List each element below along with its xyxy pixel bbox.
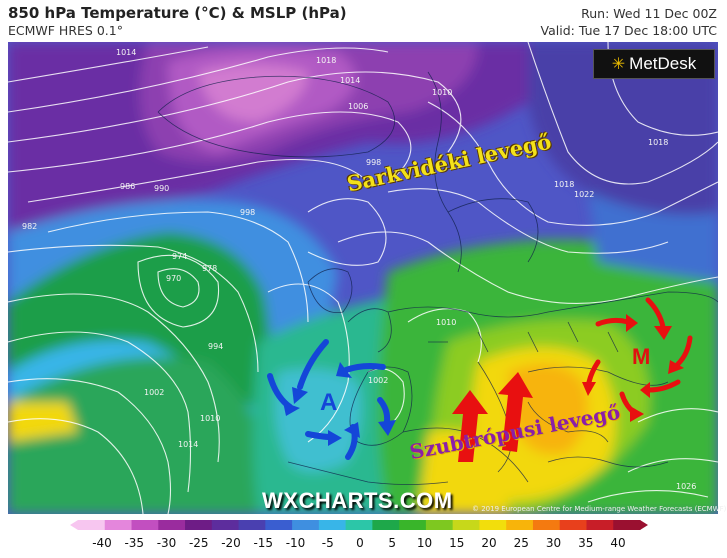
isobar-label: 1022 bbox=[574, 190, 595, 199]
isobar-label: 994 bbox=[208, 342, 224, 351]
isobar-label: 1006 bbox=[348, 102, 369, 111]
isobar-label: 978 bbox=[202, 264, 218, 273]
colorbar-tick-label: -40 bbox=[92, 536, 112, 550]
isobar-label: 990 bbox=[154, 184, 170, 193]
chart-title: 850 hPa Temperature (°C) & MSLP (hPa) bbox=[8, 4, 347, 22]
isobar-label: 982 bbox=[22, 222, 38, 231]
isobar-label: 1010 bbox=[432, 88, 453, 97]
isobar-label: 1002 bbox=[144, 388, 165, 397]
colorbar-swatch bbox=[238, 520, 266, 530]
colorbar-tick-label: -30 bbox=[156, 536, 177, 550]
colorbar-swatch bbox=[425, 520, 454, 530]
colorbar-tick-label: 5 bbox=[388, 536, 397, 550]
wxcharts-watermark: WXCHARTS.COM bbox=[262, 488, 453, 513]
colorbar-tick-label: -10 bbox=[285, 536, 306, 550]
colorbar-swatch bbox=[318, 520, 347, 530]
run-time: Run: Wed 11 Dec 00Z bbox=[581, 6, 717, 21]
valid-time: Valid: Tue 17 Dec 18:00 UTC bbox=[540, 23, 717, 38]
colorbar-tick-label: -35 bbox=[124, 536, 145, 550]
colorbar-swatch bbox=[158, 520, 186, 530]
colorbar-tick-label: 30 bbox=[545, 536, 562, 550]
isobar-label: 974 bbox=[172, 252, 188, 261]
colorbar-swatch bbox=[586, 520, 614, 530]
isobar-label: 998 bbox=[366, 158, 382, 167]
cyclone-label: M bbox=[632, 344, 651, 369]
colorbar-swatch bbox=[211, 520, 240, 530]
colorbar-swatch bbox=[452, 520, 480, 530]
colorbar-swatch bbox=[104, 520, 133, 530]
weather-map: 1014 1018 1014 1006 1010 998 986 990 982… bbox=[8, 42, 718, 514]
isobar-label: 970 bbox=[166, 274, 182, 283]
copyright-notice: © 2019 European Centre for Medium-range … bbox=[472, 505, 727, 513]
chart-header: 850 hPa Temperature (°C) & MSLP (hPa) EC… bbox=[0, 0, 727, 42]
colorbar-tick-label: 40 bbox=[610, 536, 626, 550]
isobar-label: 1026 bbox=[676, 482, 697, 491]
isobar-label: 1014 bbox=[178, 440, 199, 449]
colorbar-tick-label: 15 bbox=[449, 536, 465, 550]
colorbar-swatch bbox=[532, 520, 561, 530]
colorbar-tick-label: 20 bbox=[481, 536, 497, 550]
metdesk-mark-icon: ✳ bbox=[611, 56, 626, 73]
colorbar-tick-label: 10 bbox=[416, 536, 433, 550]
model-name: ECMWF HRES 0.1° bbox=[8, 23, 123, 38]
isobar-label: 1014 bbox=[116, 48, 137, 57]
colorbar-swatch bbox=[292, 520, 320, 530]
colorbar-swatch bbox=[559, 520, 587, 530]
colorbar-swatch bbox=[399, 520, 427, 530]
isobar-label: 1010 bbox=[200, 414, 221, 423]
metdesk-logo-text: MetDesk bbox=[629, 54, 697, 73]
colorbar-swatch bbox=[265, 520, 293, 530]
anticyclone-label: A bbox=[320, 389, 338, 416]
colorbar-swatch bbox=[185, 520, 213, 530]
colorbar-tick-label: 0 bbox=[356, 536, 364, 550]
isobar-label: 1018 bbox=[316, 56, 337, 65]
colorbar-tick-label: 25 bbox=[513, 536, 529, 550]
isobar-label: 986 bbox=[120, 182, 136, 191]
colorbar-swatch bbox=[131, 520, 159, 530]
colorbar-swatch bbox=[372, 520, 400, 530]
isobar-label: 1002 bbox=[368, 376, 389, 385]
temperature-colorbar: -40 -35 -30 -25 -20 -15 -10 -5 0 5 10 15 20 25 30 35 40 bbox=[0, 514, 727, 558]
metdesk-logo: ✳ MetDesk bbox=[593, 49, 715, 79]
colorbar-swatch bbox=[78, 520, 106, 530]
colorbar-swatches bbox=[70, 520, 648, 530]
colorbar-tick-label: 35 bbox=[578, 536, 594, 550]
colorbar-tick-label: -15 bbox=[253, 536, 274, 550]
isobar-label: 1010 bbox=[436, 318, 457, 327]
colorbar-swatch bbox=[613, 520, 641, 530]
isobar-label: 998 bbox=[240, 208, 256, 217]
colorbar-tick-label: -20 bbox=[221, 536, 241, 550]
colorbar-swatch bbox=[345, 520, 373, 530]
colorbar-min-cap bbox=[70, 520, 78, 530]
isobar-label: 1018 bbox=[554, 180, 575, 189]
map-fields bbox=[8, 42, 718, 514]
colorbar-swatch bbox=[479, 520, 507, 530]
colorbar-tick-label: -25 bbox=[188, 536, 209, 550]
colorbar-swatch bbox=[506, 520, 534, 530]
colorbar-max-cap bbox=[640, 520, 648, 530]
isobar-label: 1018 bbox=[648, 138, 669, 147]
colorbar-tick-label: -5 bbox=[321, 536, 334, 550]
isobar-label: 1014 bbox=[340, 76, 361, 85]
